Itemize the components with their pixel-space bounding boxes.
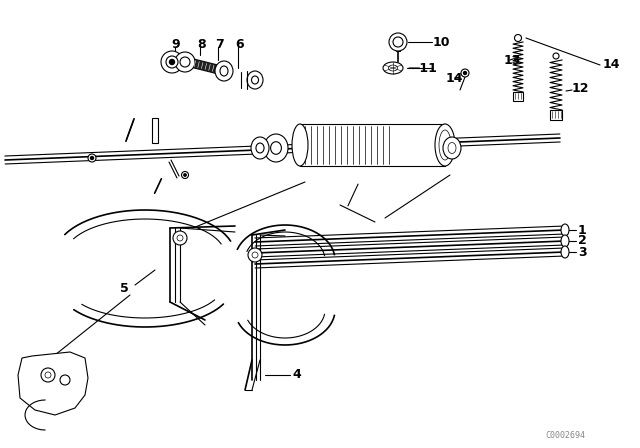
Circle shape [553, 53, 559, 59]
Ellipse shape [435, 124, 455, 166]
Bar [550, 110, 562, 120]
Ellipse shape [271, 142, 282, 154]
Circle shape [182, 172, 189, 178]
Circle shape [45, 372, 51, 378]
Ellipse shape [264, 134, 288, 162]
Text: 10: 10 [433, 35, 451, 48]
Text: 3: 3 [578, 246, 587, 258]
Circle shape [41, 368, 55, 382]
Text: 5: 5 [120, 281, 129, 294]
Circle shape [177, 235, 183, 241]
Ellipse shape [170, 60, 175, 65]
Circle shape [389, 33, 407, 51]
Ellipse shape [448, 142, 456, 154]
Circle shape [461, 69, 469, 77]
Ellipse shape [251, 137, 269, 159]
Ellipse shape [561, 246, 569, 258]
Text: 14: 14 [603, 59, 621, 72]
Text: 12: 12 [572, 82, 589, 95]
Text: 9: 9 [171, 38, 180, 51]
Ellipse shape [220, 66, 228, 76]
Circle shape [515, 35, 521, 41]
Ellipse shape [252, 76, 259, 84]
Ellipse shape [166, 56, 178, 68]
Circle shape [173, 231, 187, 245]
Text: 2: 2 [578, 234, 587, 247]
Text: C0002694: C0002694 [545, 431, 585, 439]
Ellipse shape [388, 65, 397, 71]
Bar [152, 118, 158, 143]
Circle shape [515, 34, 522, 42]
Text: 7: 7 [215, 38, 224, 51]
Ellipse shape [180, 57, 190, 67]
Text: 14: 14 [446, 72, 463, 85]
Ellipse shape [383, 62, 403, 74]
Circle shape [248, 248, 262, 262]
Circle shape [88, 154, 96, 162]
Ellipse shape [256, 143, 264, 153]
Text: 8: 8 [197, 38, 205, 51]
Circle shape [252, 252, 258, 258]
Bar [513, 92, 523, 101]
Ellipse shape [561, 235, 569, 247]
Circle shape [393, 37, 403, 47]
Text: 6: 6 [235, 38, 244, 51]
Circle shape [60, 375, 70, 385]
Ellipse shape [247, 71, 263, 89]
Text: 13: 13 [504, 53, 522, 66]
Circle shape [90, 156, 93, 159]
Ellipse shape [292, 124, 308, 166]
Polygon shape [18, 352, 88, 415]
Text: —11: —11 [407, 61, 437, 74]
Text: 4: 4 [292, 369, 301, 382]
Bar [300, 124, 445, 166]
Ellipse shape [175, 52, 195, 72]
Ellipse shape [439, 130, 451, 160]
Ellipse shape [215, 61, 233, 81]
Ellipse shape [561, 224, 569, 236]
Circle shape [463, 72, 467, 74]
Ellipse shape [443, 137, 461, 159]
Circle shape [184, 174, 186, 176]
Ellipse shape [161, 51, 183, 73]
Text: 1: 1 [578, 224, 587, 237]
